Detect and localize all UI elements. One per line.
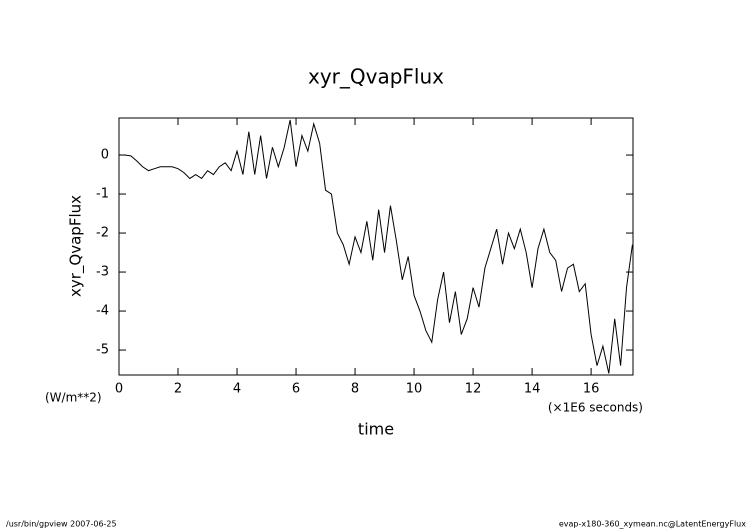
data-line	[119, 119, 633, 374]
x-tick-label: 12	[465, 382, 482, 397]
x-tick-label: 8	[351, 382, 359, 397]
x-tick-label: 4	[233, 382, 241, 397]
y-units: (W/m**2)	[45, 391, 102, 405]
y-tick-label: 0	[101, 148, 109, 163]
y-tick-label: -5	[96, 343, 109, 358]
footer-left: /usr/bin/gpview 2007-06-25	[6, 520, 117, 529]
plot-frame	[118, 117, 634, 376]
y-tick-label: -3	[96, 265, 109, 280]
footer-right: evap-x180-360_xymean.nc@LatentEnergyFlux	[559, 520, 746, 529]
x-tick-label: 16	[583, 382, 600, 397]
x-tick-label: 14	[524, 382, 541, 397]
chart-title: xyr_QvapFlux	[308, 65, 444, 89]
x-tick-label: 10	[406, 382, 423, 397]
x-tick-label: 0	[115, 382, 123, 397]
y-axis-label: xyr_QvapFlux	[67, 195, 86, 297]
y-tick-label: -2	[96, 226, 109, 241]
x-tick-label: 6	[292, 382, 300, 397]
y-tick-label: -1	[96, 187, 109, 202]
x-units: (×1E6 seconds)	[548, 401, 643, 415]
x-axis-label: time	[358, 420, 394, 439]
y-tick-label: -4	[96, 304, 109, 319]
x-tick-label: 2	[174, 382, 182, 397]
